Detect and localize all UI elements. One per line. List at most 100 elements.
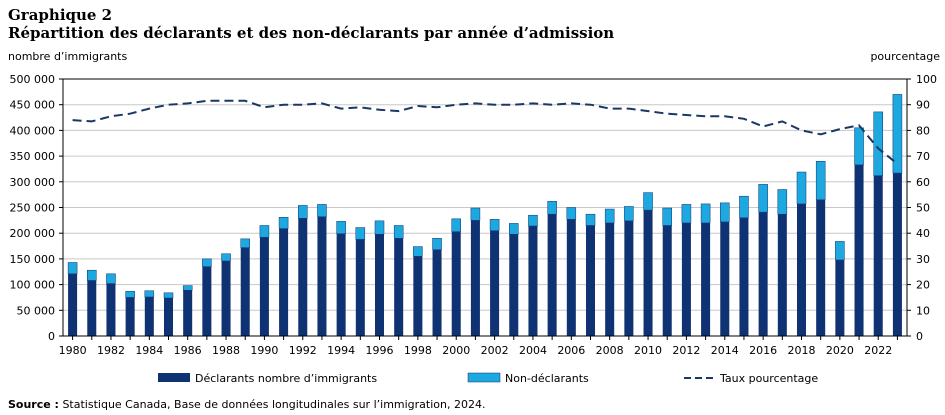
- y-right-tick-label: 60: [916, 176, 930, 189]
- bar-non-declarants: [374, 220, 385, 235]
- bar-non-declarants: [528, 214, 538, 227]
- bar-non-declarants: [106, 273, 116, 284]
- bar-non-declarants: [355, 227, 366, 240]
- bar-non-declarants: [835, 241, 845, 261]
- bar-declarants: [68, 273, 78, 336]
- y-right-tick-label: 90: [916, 99, 930, 112]
- bar-declarants: [470, 220, 480, 336]
- bar-non-declarants: [815, 160, 826, 201]
- legend-label-non-declarants: Non-déclarants: [505, 372, 589, 385]
- bar-declarants: [892, 173, 902, 336]
- bar-declarants: [87, 280, 97, 336]
- bar-non-declarants: [451, 218, 461, 232]
- y-left-tick-label: 250 000: [10, 202, 56, 215]
- bar-non-declarants: [720, 202, 730, 223]
- bar-declarants: [413, 256, 423, 336]
- bar-declarants: [835, 259, 845, 336]
- x-tick-label: 2002: [481, 344, 509, 357]
- bar-declarants: [720, 221, 730, 336]
- bar-declarants: [432, 249, 442, 336]
- y-left-tick-label: 100 000: [10, 279, 56, 292]
- bar-non-declarants: [509, 223, 519, 235]
- bar-declarants: [854, 164, 864, 336]
- bar-declarants: [221, 260, 231, 336]
- bar-declarants: [509, 234, 519, 336]
- y-right-axis-label: pourcentage: [870, 50, 940, 63]
- y-right-tick-label: 40: [916, 227, 930, 240]
- y-left-tick-label: 450 000: [10, 99, 56, 112]
- axes: 0 50 000 100 000 150 000 200 000 250 000 300 0…: [10, 73, 938, 357]
- bar-non-declarants: [125, 291, 135, 298]
- bar-non-declarants: [739, 195, 749, 219]
- bar-declarants: [547, 214, 557, 336]
- y-left-tick-label: 150 000: [10, 253, 56, 266]
- y-left-tick-label: 350 000: [10, 150, 56, 163]
- bar-declarants: [163, 297, 174, 336]
- bar-non-declarants: [163, 292, 174, 299]
- bar-non-declarants: [681, 204, 692, 224]
- bar-non-declarants: [432, 238, 442, 250]
- bar-declarants: [758, 212, 768, 336]
- chart: nombre d’immigrants pourcentage 0 50 000 1…: [8, 50, 940, 385]
- bar-non-declarants: [873, 111, 883, 176]
- x-tick-label: 1992: [289, 344, 317, 357]
- y-right-tick-label: 30: [916, 253, 930, 266]
- bar-non-declarants: [643, 192, 653, 211]
- x-tick-label: 1986: [174, 344, 202, 357]
- bars: [67, 94, 903, 336]
- bar-non-declarants: [796, 171, 807, 205]
- x-tick-label: 2018: [788, 344, 816, 357]
- bar-declarants: [279, 228, 289, 336]
- y-right-tick-label: 0: [916, 330, 923, 343]
- x-tick-label: 2006: [557, 344, 585, 357]
- x-tick-label: 2008: [596, 344, 624, 357]
- y-left-tick-label: 50 000: [17, 304, 56, 317]
- bar-declarants: [298, 218, 308, 336]
- x-tick-label: 2000: [442, 344, 470, 357]
- bar-declarants: [259, 237, 269, 336]
- y-left-tick-label: 300 000: [10, 176, 56, 189]
- bar-non-declarants: [259, 225, 270, 238]
- bar-declarants: [605, 222, 615, 336]
- bar-non-declarants: [67, 262, 78, 275]
- source-text: Statistique Canada, Base de données long…: [62, 398, 486, 411]
- bar-declarants: [394, 238, 404, 336]
- bar-declarants: [355, 239, 365, 336]
- taux-line-path: [72, 99, 899, 165]
- bar-non-declarants: [240, 238, 250, 248]
- bar-declarants: [777, 214, 787, 336]
- bar-declarants: [451, 231, 461, 336]
- x-tick-label: 1998: [404, 344, 432, 357]
- bar-declarants: [681, 222, 691, 336]
- bar-declarants: [528, 226, 538, 336]
- bar-non-declarants: [892, 94, 903, 174]
- bar-non-declarants: [317, 204, 327, 218]
- source-label: Source :: [8, 398, 59, 411]
- bar-non-declarants: [278, 217, 289, 229]
- x-tick-label: 2004: [519, 344, 547, 357]
- bar-non-declarants: [547, 201, 557, 215]
- bar-declarants: [816, 199, 826, 336]
- bar-non-declarants: [662, 207, 672, 226]
- bar-declarants: [490, 230, 500, 336]
- x-tick-label: 1988: [212, 344, 240, 357]
- bar-non-declarants: [700, 203, 711, 224]
- x-tick-label: 1996: [366, 344, 394, 357]
- legend-swatch-declarants: [158, 373, 190, 382]
- bar-non-declarants: [393, 225, 404, 239]
- bar-non-declarants: [221, 253, 231, 262]
- bar-non-declarants: [624, 206, 634, 222]
- legend-swatch-non-declarants: [467, 372, 501, 383]
- y-left-tick-label: 500 000: [10, 73, 56, 86]
- chart-title-line2: Répartition des déclarants et des non-dé…: [8, 24, 615, 42]
- bar-declarants: [374, 234, 385, 336]
- bar-non-declarants: [489, 219, 500, 231]
- y-left-tick-label: 0: [48, 330, 55, 343]
- bar-declarants: [585, 225, 596, 336]
- legend-label-taux: Taux pourcentage: [719, 372, 818, 385]
- bar-declarants: [336, 233, 346, 336]
- y-right-tick-label: 20: [916, 279, 930, 292]
- bar-non-declarants: [413, 246, 423, 257]
- bar-declarants: [125, 297, 135, 336]
- y-right-tick-label: 80: [916, 124, 930, 137]
